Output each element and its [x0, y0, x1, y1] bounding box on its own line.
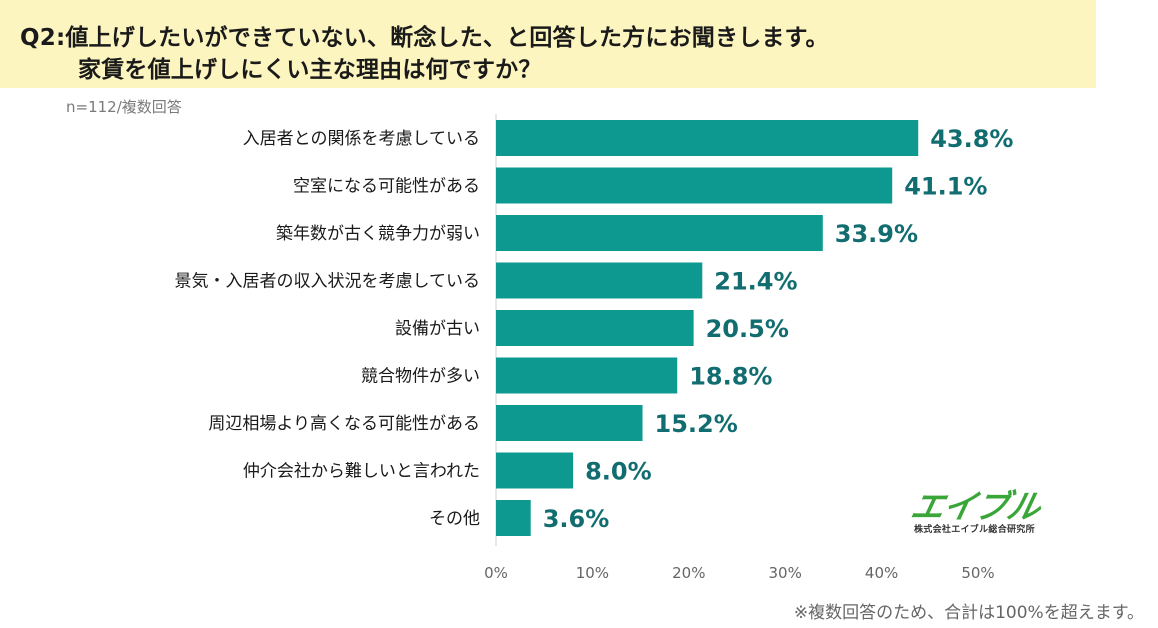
bar [496, 357, 678, 394]
bar [496, 310, 694, 346]
data-label: 33.9% [835, 220, 918, 248]
chart-title-line-1: Q2:値上げしたいができていない、断念した、と回答した方にお聞きします。 [20, 25, 829, 51]
bar [496, 120, 919, 156]
bar [496, 405, 643, 441]
data-label: 18.8% [689, 363, 772, 391]
data-label: 43.8% [930, 125, 1013, 153]
x-tick-label: 40% [865, 564, 898, 582]
category-label: 築年数が古く競争力が弱い [276, 224, 480, 244]
category-label: 設備が古い [395, 319, 480, 339]
footnote: ※複数回答のため、合計は100%を超えます。 [793, 603, 1144, 623]
title-banner: Q2:値上げしたいができていない、断念した、と回答した方にお聞きします。 家賃を… [0, 0, 1096, 88]
sample-size-note: n=112/複数回答 [66, 98, 182, 116]
bar [496, 262, 703, 299]
x-tick-label: 50% [961, 564, 994, 582]
category-label: その他 [429, 509, 480, 529]
x-tick-label: 0% [484, 564, 508, 582]
x-tick-label: 30% [769, 564, 802, 582]
bar [496, 215, 823, 251]
category-label: 仲介会社から難しいと言われた [243, 462, 480, 482]
bar [496, 500, 531, 536]
category-label: 周辺相場より高くなる可能性がある [208, 414, 480, 434]
x-tick-label: 10% [576, 564, 609, 582]
category-label: 競合物件が多い [361, 367, 480, 387]
data-label: 41.1% [904, 173, 987, 201]
category-label: 入居者との関係を考慮している [243, 129, 480, 149]
data-label: 3.6% [543, 505, 610, 533]
bar [496, 452, 574, 489]
bar [496, 167, 893, 204]
data-label: 15.2% [655, 410, 738, 438]
x-tick-label: 20% [672, 564, 705, 582]
data-label: 20.5% [706, 315, 789, 343]
data-label: 21.4% [714, 268, 797, 296]
category-label: 景気・入居者の収入状況を考慮している [175, 272, 481, 292]
logo-wordmark: エイブル [907, 487, 1044, 526]
category-label: 空室になる可能性がある [293, 177, 480, 197]
chart-title-line-2: 家賃を値上げしにくい主な理由は何ですか？ [78, 57, 542, 83]
logo-company-name: 株式会社エイブル総合研究所 [914, 525, 1035, 535]
company-logo: エイブル 株式会社エイブル総合研究所 [907, 480, 1044, 538]
data-label: 8.0% [585, 458, 652, 486]
